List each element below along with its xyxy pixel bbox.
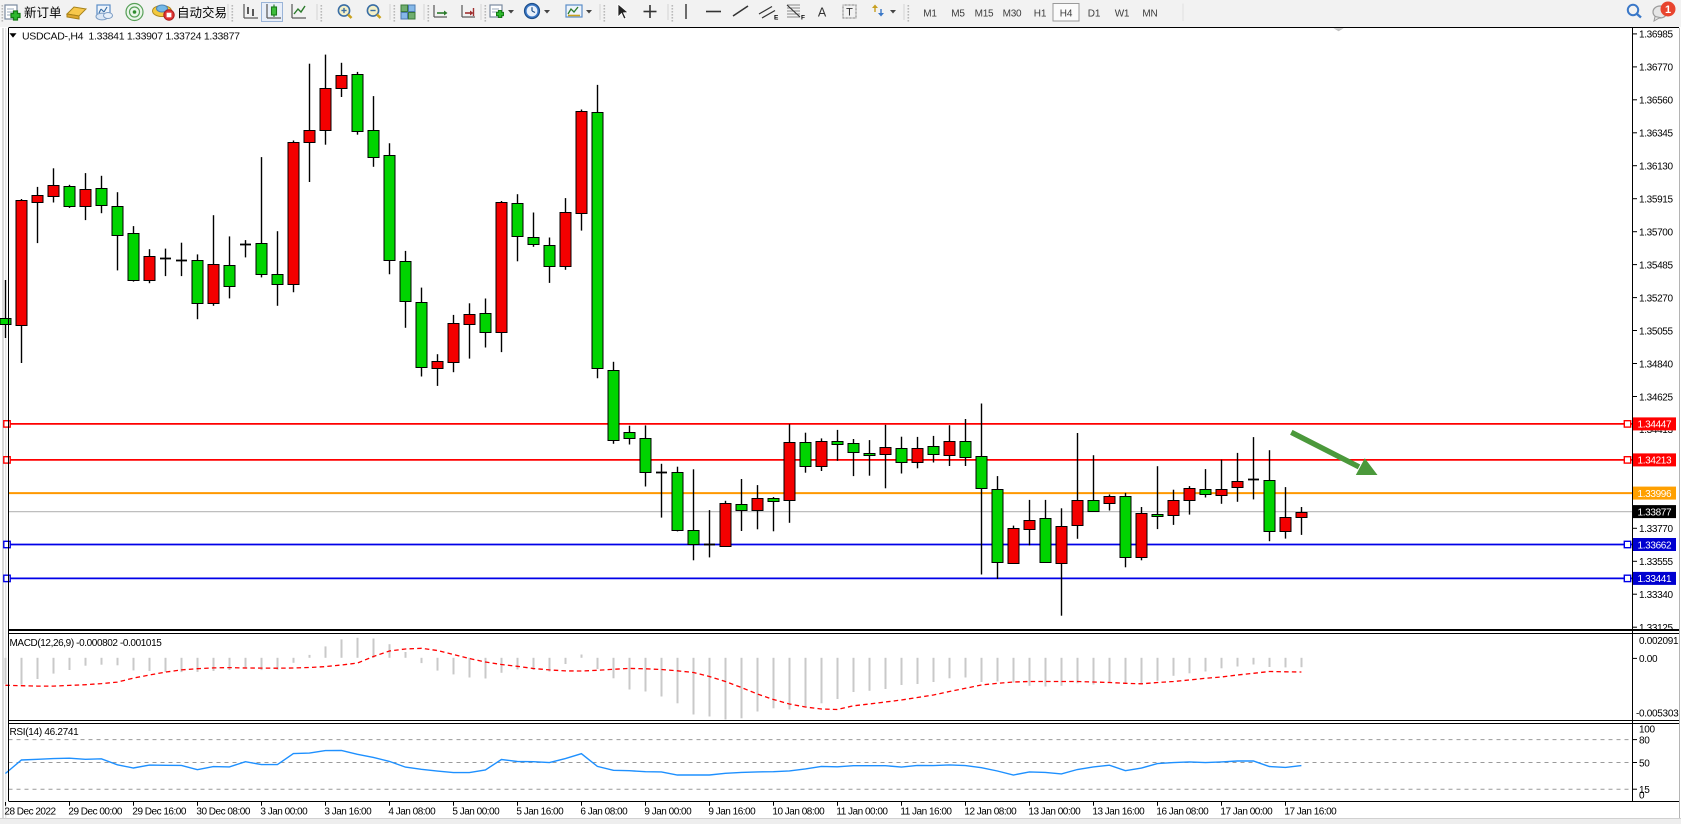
svg-text:13 Jan 00:00: 13 Jan 00:00 bbox=[1028, 806, 1081, 817]
svg-text:D1: D1 bbox=[1088, 9, 1101, 20]
svg-text:M15: M15 bbox=[975, 9, 994, 20]
svg-text:W1: W1 bbox=[1115, 9, 1130, 20]
svg-text:1.35485: 1.35485 bbox=[1639, 260, 1673, 271]
svg-text:M1: M1 bbox=[923, 9, 937, 20]
svg-text:1.35270: 1.35270 bbox=[1639, 293, 1673, 304]
svg-text:A: A bbox=[818, 6, 827, 20]
svg-text:12 Jan 08:00: 12 Jan 08:00 bbox=[964, 806, 1017, 817]
svg-text:3 Jan 00:00: 3 Jan 00:00 bbox=[260, 806, 308, 817]
svg-text:T: T bbox=[846, 7, 853, 19]
svg-text:1.36560: 1.36560 bbox=[1639, 96, 1673, 107]
svg-text:1.33125: 1.33125 bbox=[1639, 623, 1673, 634]
svg-text:H1: H1 bbox=[1034, 9, 1047, 20]
svg-text:9 Jan 00:00: 9 Jan 00:00 bbox=[644, 806, 692, 817]
svg-text:16 Jan 08:00: 16 Jan 08:00 bbox=[1156, 806, 1209, 817]
svg-text:6 Jan 08:00: 6 Jan 08:00 bbox=[580, 806, 628, 817]
svg-text:1.34840: 1.34840 bbox=[1639, 359, 1673, 370]
svg-text:29 Dec 16:00: 29 Dec 16:00 bbox=[132, 806, 186, 817]
svg-text:E: E bbox=[774, 15, 779, 22]
svg-text:1.34447: 1.34447 bbox=[1638, 420, 1672, 431]
svg-text:1.33877: 1.33877 bbox=[1638, 507, 1672, 518]
svg-text:17 Jan 00:00: 17 Jan 00:00 bbox=[1220, 806, 1273, 817]
svg-text:1.35700: 1.35700 bbox=[1639, 228, 1673, 239]
svg-text:1.33996: 1.33996 bbox=[1638, 489, 1672, 500]
svg-text:1.33662: 1.33662 bbox=[1638, 540, 1672, 551]
svg-text:9 Jan 16:00: 9 Jan 16:00 bbox=[708, 806, 756, 817]
svg-text:F: F bbox=[801, 15, 805, 22]
svg-text:28 Dec 2022: 28 Dec 2022 bbox=[4, 806, 56, 817]
svg-text:1.34213: 1.34213 bbox=[1638, 456, 1672, 467]
svg-text:1.36130: 1.36130 bbox=[1639, 162, 1673, 173]
svg-text:MN: MN bbox=[1142, 9, 1157, 20]
svg-text:30 Dec 08:00: 30 Dec 08:00 bbox=[196, 806, 250, 817]
svg-text:13 Jan 16:00: 13 Jan 16:00 bbox=[1092, 806, 1145, 817]
svg-text:80: 80 bbox=[1639, 735, 1650, 746]
svg-text:0.002091: 0.002091 bbox=[1639, 636, 1679, 647]
svg-text:100: 100 bbox=[1639, 725, 1656, 736]
svg-text:1.36985: 1.36985 bbox=[1639, 30, 1673, 41]
svg-text:1.35055: 1.35055 bbox=[1639, 326, 1673, 337]
svg-text:1.36770: 1.36770 bbox=[1639, 63, 1673, 74]
svg-text:-0.005303: -0.005303 bbox=[1636, 709, 1679, 720]
svg-text:1.33441: 1.33441 bbox=[1638, 574, 1672, 585]
svg-text:0.00: 0.00 bbox=[1639, 654, 1658, 665]
svg-text:29 Dec 00:00: 29 Dec 00:00 bbox=[68, 806, 122, 817]
svg-text:11 Jan 00:00: 11 Jan 00:00 bbox=[836, 806, 888, 817]
svg-text:1.33770: 1.33770 bbox=[1639, 524, 1673, 535]
svg-text:1.33340: 1.33340 bbox=[1639, 590, 1673, 601]
svg-text:M5: M5 bbox=[951, 9, 965, 20]
svg-text:1: 1 bbox=[1665, 4, 1671, 16]
svg-text:17 Jan 16:00: 17 Jan 16:00 bbox=[1284, 806, 1337, 817]
svg-text:5 Jan 00:00: 5 Jan 00:00 bbox=[452, 806, 500, 817]
svg-text:5 Jan 16:00: 5 Jan 16:00 bbox=[516, 806, 564, 817]
svg-text:H4: H4 bbox=[1060, 9, 1073, 20]
svg-text:USDCAD-,H4 1.33841 1.33907 1.: USDCAD-,H4 1.33841 1.33907 1.33724 1.338… bbox=[22, 31, 240, 43]
svg-text:1.34413: 1.34413 bbox=[1639, 425, 1673, 436]
svg-text:1.33555: 1.33555 bbox=[1639, 557, 1673, 568]
svg-text:1.34625: 1.34625 bbox=[1639, 392, 1673, 403]
svg-text:10 Jan 08:00: 10 Jan 08:00 bbox=[772, 806, 825, 817]
svg-text:新订单: 新订单 bbox=[24, 5, 62, 20]
svg-text:1.36345: 1.36345 bbox=[1639, 129, 1673, 140]
svg-text:自动交易: 自动交易 bbox=[177, 5, 227, 20]
svg-text:11 Jan 16:00: 11 Jan 16:00 bbox=[900, 806, 952, 817]
svg-text:15: 15 bbox=[1639, 785, 1650, 796]
svg-text:3 Jan 16:00: 3 Jan 16:00 bbox=[324, 806, 372, 817]
svg-text:50: 50 bbox=[1639, 758, 1650, 769]
svg-text:4 Jan 08:00: 4 Jan 08:00 bbox=[388, 806, 436, 817]
svg-text:MACD(12,26,9) -0.000802 -0.001: MACD(12,26,9) -0.000802 -0.001015 bbox=[10, 638, 163, 649]
svg-text:M30: M30 bbox=[1003, 9, 1022, 20]
svg-text:1.35915: 1.35915 bbox=[1639, 195, 1673, 206]
svg-text:0: 0 bbox=[1639, 790, 1645, 801]
svg-text:RSI(14) 46.2741: RSI(14) 46.2741 bbox=[10, 727, 80, 738]
